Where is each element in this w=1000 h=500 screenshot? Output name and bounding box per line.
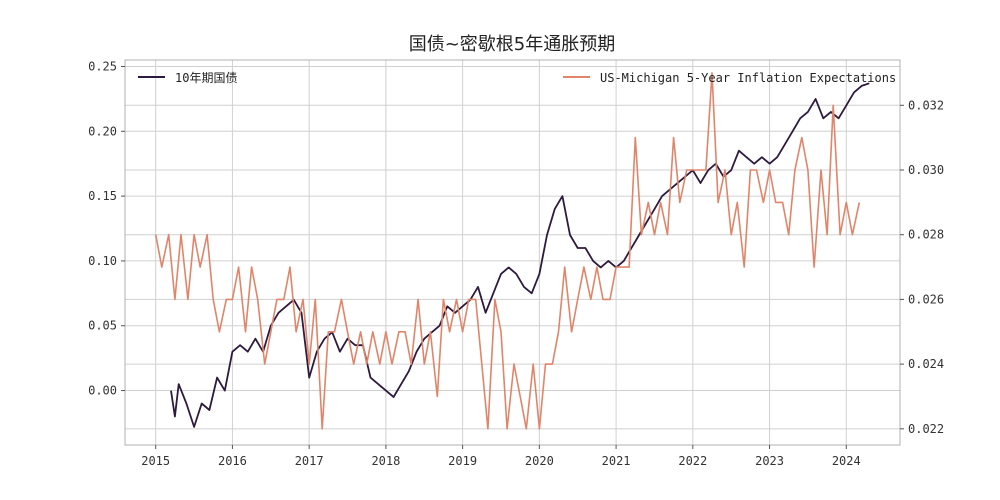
right-y-axis: 0.022 0.024 0.026 0.028 0.030 0.032 [900, 98, 944, 436]
series-lines [154, 72, 870, 430]
legend-treasury: 10年期国债 [138, 71, 237, 85]
legend-label-michigan: US-Michigan 5-Year Inflation Expectation… [600, 71, 896, 85]
x-axis: 2015 2016 2017 2018 2019 2020 2021 2022 2023 2024 [141, 445, 861, 468]
x-tick-label: 2019 [448, 454, 477, 468]
right-tick-label: 0.030 [908, 163, 944, 177]
x-tick-label: 2015 [141, 454, 170, 468]
left-tick-label: 0.05 [88, 319, 117, 333]
x-tick-label: 2022 [678, 454, 707, 468]
chart-title: 国债~密歇根5年通胀预期 [409, 34, 616, 55]
x-tick-label: 2017 [295, 454, 324, 468]
treasury-10y-line [170, 82, 870, 428]
legend-label-treasury: 10年期国债 [175, 71, 237, 85]
x-tick-label: 2024 [832, 454, 861, 468]
x-tick-label: 2023 [755, 454, 784, 468]
michigan-inflation-line [154, 72, 861, 430]
right-tick-label: 0.032 [908, 98, 944, 112]
plot-area [124, 59, 901, 446]
left-tick-label: 0.25 [88, 59, 117, 73]
x-tick-label: 2016 [218, 454, 247, 468]
left-y-axis: 0.00 0.05 0.10 0.15 0.20 0.25 [88, 59, 125, 398]
right-tick-label: 0.028 [908, 228, 944, 242]
x-tick-label: 2021 [602, 454, 631, 468]
right-tick-label: 0.026 [908, 292, 944, 306]
left-tick-label: 0.15 [88, 189, 117, 203]
left-tick-label: 0.00 [88, 384, 117, 398]
right-tick-label: 0.022 [908, 422, 944, 436]
grid-lines [125, 60, 900, 445]
legend-michigan: US-Michigan 5-Year Inflation Expectation… [563, 71, 896, 85]
left-tick-label: 0.10 [88, 254, 117, 268]
x-tick-label: 2020 [525, 454, 554, 468]
x-tick-label: 2018 [371, 454, 400, 468]
right-tick-label: 0.024 [908, 357, 944, 371]
left-tick-label: 0.20 [88, 124, 117, 138]
